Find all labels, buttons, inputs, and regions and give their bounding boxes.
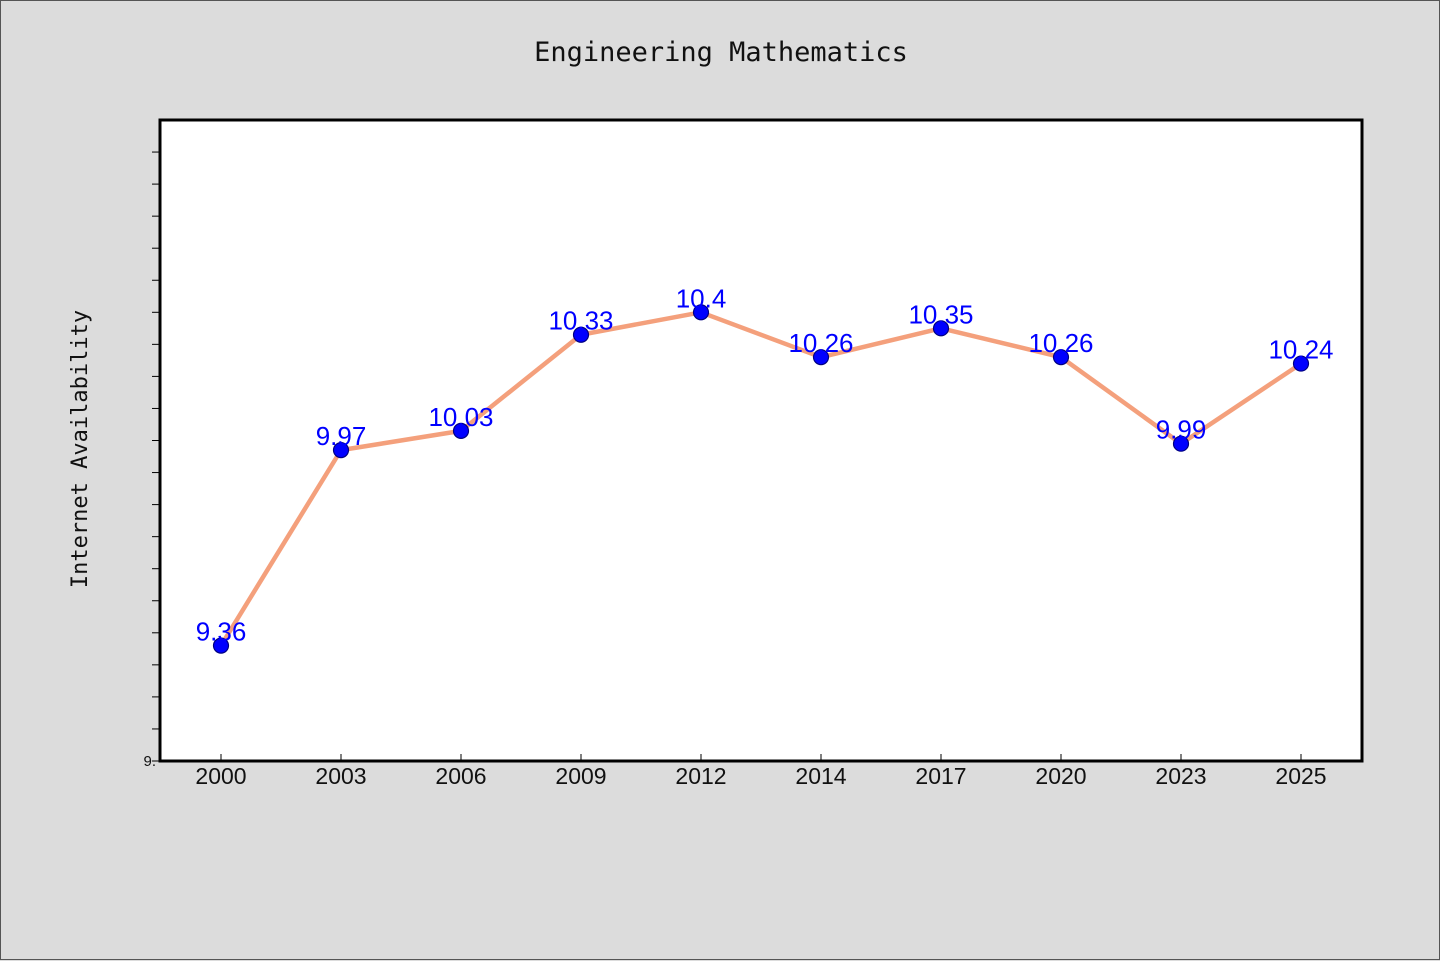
data-point <box>1292 355 1310 372</box>
data-label: 10.24 <box>1268 335 1333 365</box>
data-label: 9.97 <box>316 421 367 451</box>
data-label-group: 9.36 9.97 10.03 10.33 10.4 10.26 10.35 10.26 9.9… <box>196 283 1334 646</box>
data-point <box>572 326 590 343</box>
y-axis-label: Internet Availability <box>68 310 93 588</box>
data-point <box>452 422 470 439</box>
data-label: 9.99 <box>1156 415 1207 445</box>
plot-area <box>160 120 1362 761</box>
data-label: 10.33 <box>548 306 613 336</box>
data-point <box>1052 349 1070 366</box>
data-label: 9.36 <box>196 617 247 647</box>
data-label: 10.35 <box>908 299 973 329</box>
data-point <box>332 442 350 459</box>
data-point <box>932 320 950 337</box>
data-label: 10.4 <box>676 283 727 313</box>
data-point <box>212 637 230 654</box>
x-tick-label: 2012 <box>675 763 726 789</box>
x-tick-label: 2020 <box>1035 763 1086 789</box>
x-axis-ticks: 2000 2003 2006 2009 2012 2014 2017 2020 2023 2025 <box>195 754 1327 789</box>
data-label: 10.26 <box>788 328 853 358</box>
series-line <box>218 310 1304 648</box>
marker-group <box>212 304 1310 654</box>
x-tick-label: 2023 <box>1155 763 1206 789</box>
x-tick-label: 2000 <box>195 763 246 789</box>
series-line-group <box>218 310 1304 648</box>
data-label: 10.03 <box>428 402 493 432</box>
x-tick-label: 2017 <box>915 763 966 789</box>
x-tick-label: 2009 <box>555 763 606 789</box>
y-axis-ticks: 9. <box>143 151 160 770</box>
x-tick-label: 2025 <box>1275 763 1326 789</box>
x-tick-label: 2006 <box>435 763 486 789</box>
data-label: 10.26 <box>1028 328 1093 358</box>
x-tick-label: 2014 <box>795 763 846 789</box>
plot-border <box>158 118 1364 763</box>
data-point <box>812 349 830 366</box>
x-tick-label: 2003 <box>315 763 366 789</box>
data-point <box>1172 435 1190 452</box>
chart-title: Engineering Mathematics <box>534 37 908 68</box>
y-tick-label: 9. <box>143 753 156 770</box>
data-point <box>692 304 710 321</box>
